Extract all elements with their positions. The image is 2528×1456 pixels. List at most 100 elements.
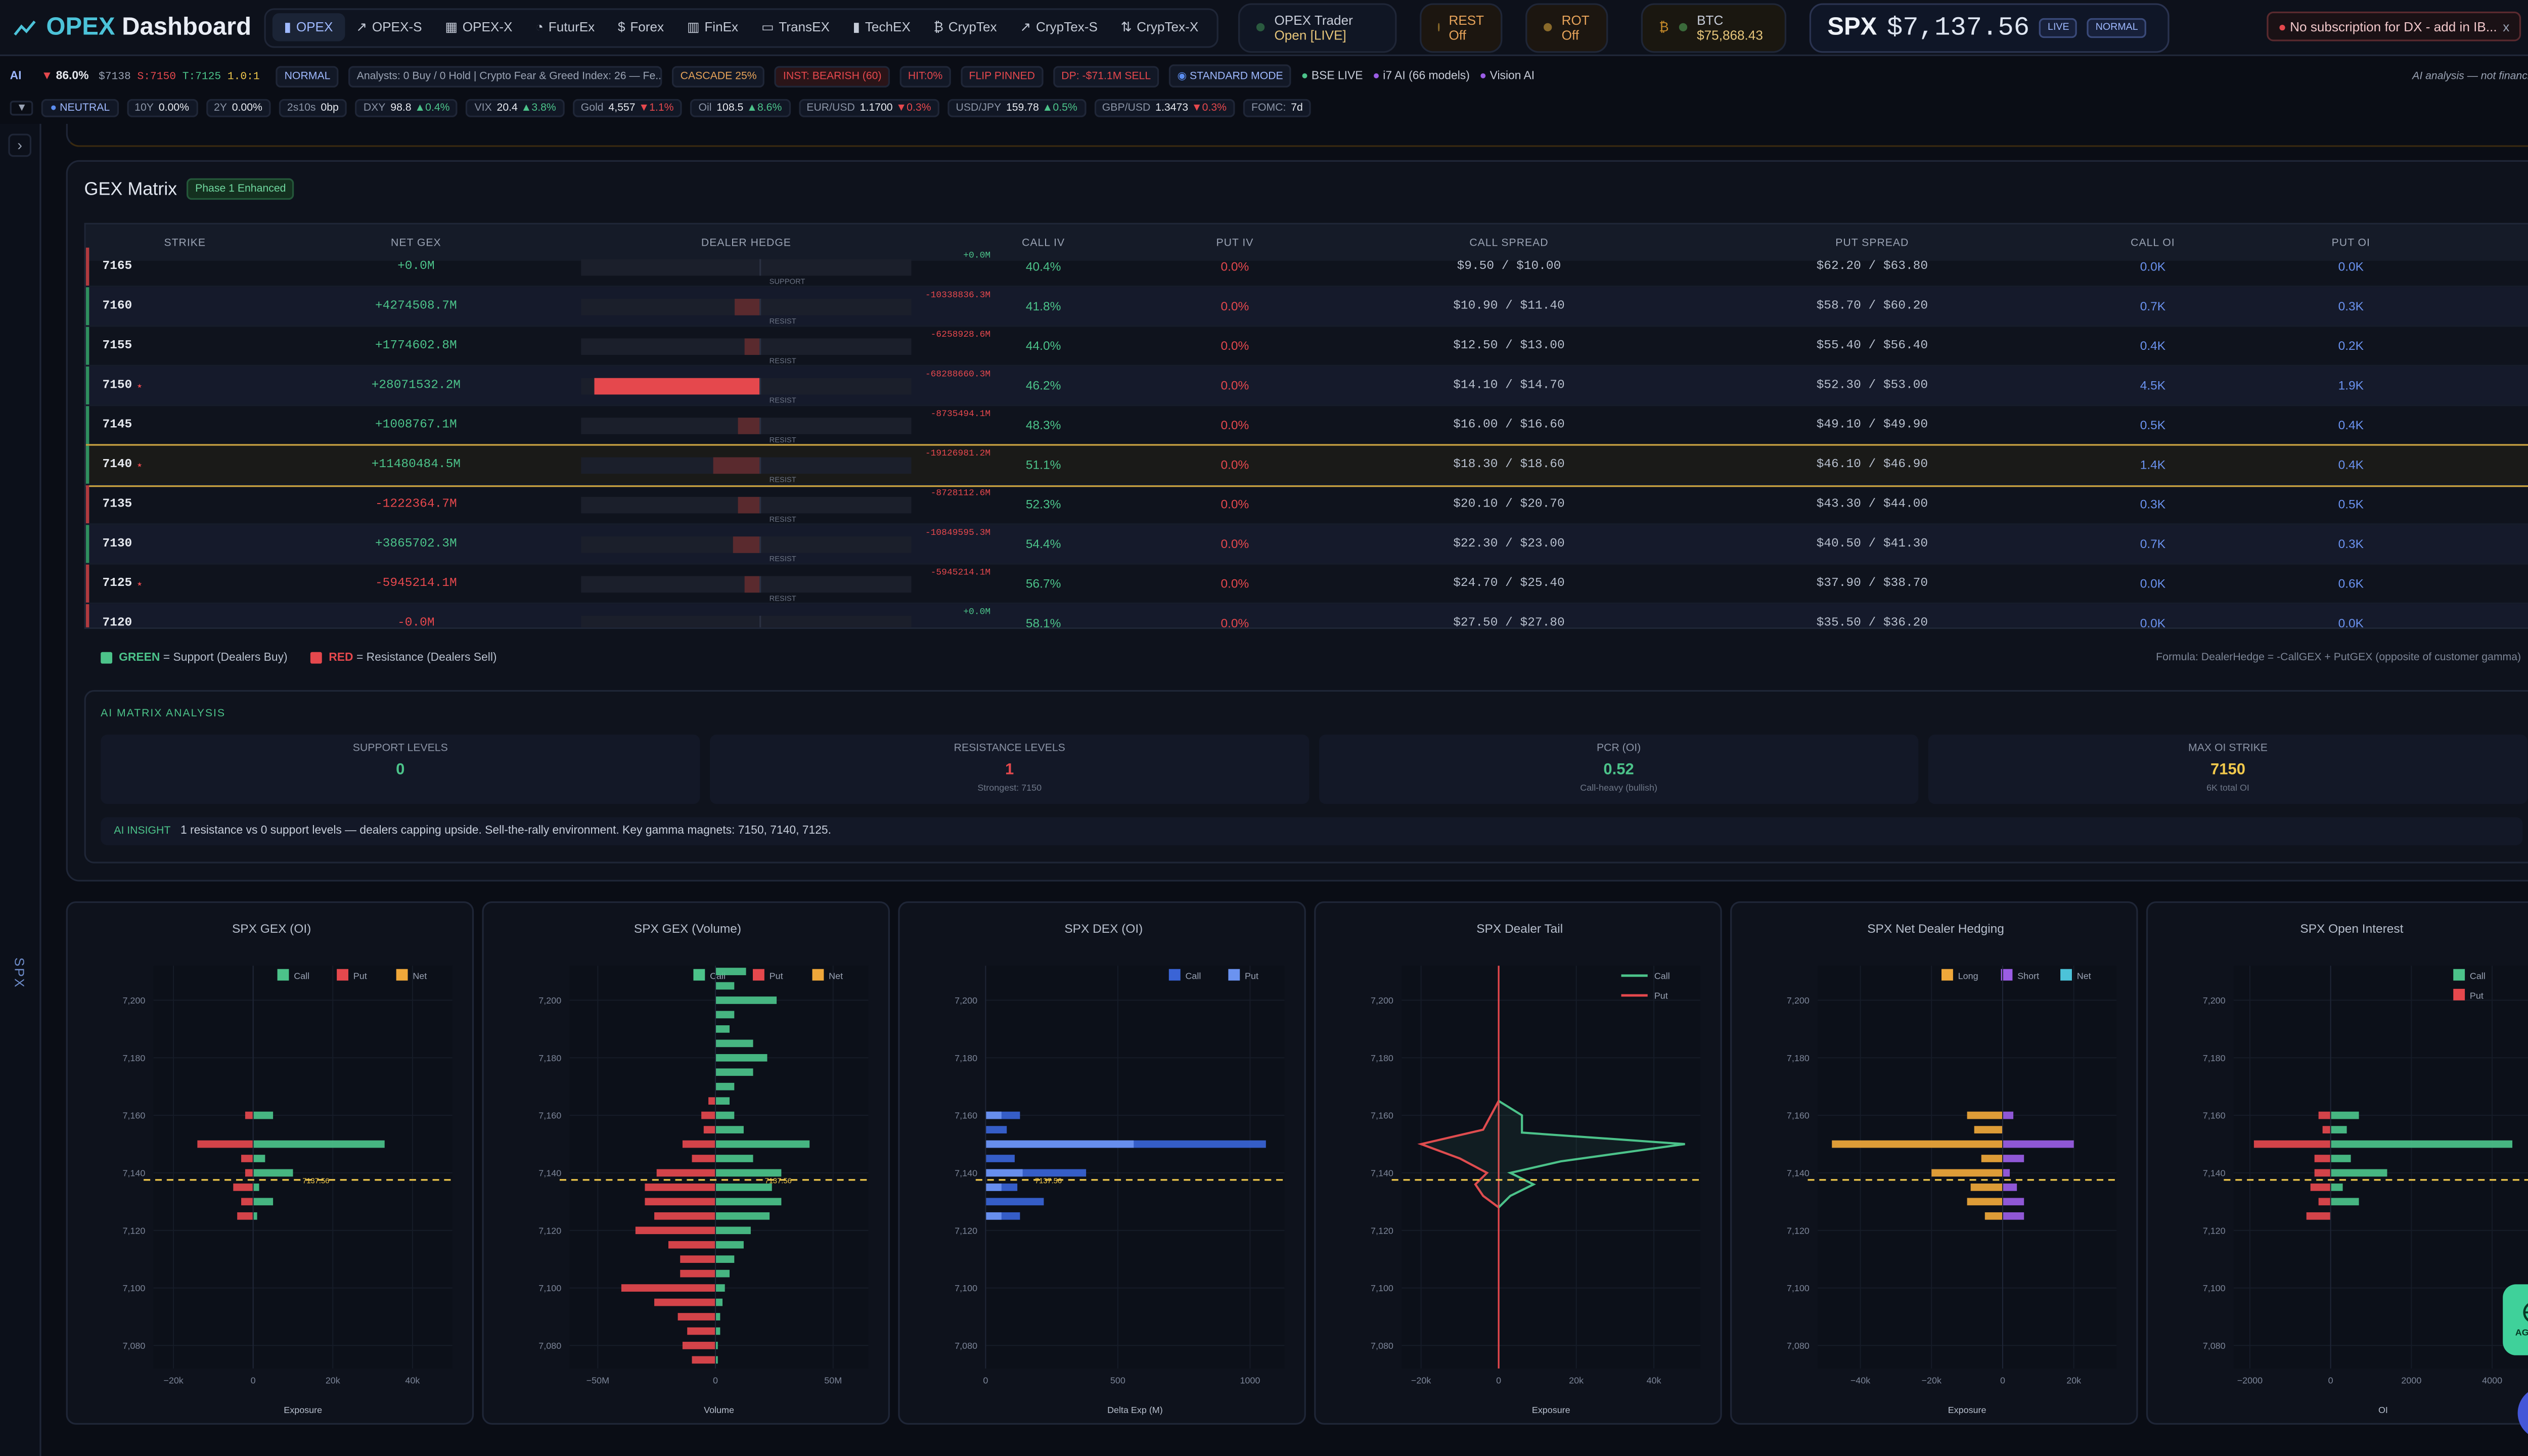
gex-row[interactable]: 7150 ★ +28071532.2M -68288660.3M RESIST 46.2%… [85, 366, 2528, 406]
col-header[interactable]: CALL OI [2131, 237, 2175, 249]
nav-tab-cryptex-x[interactable]: ⇅ CrypTex-X [1109, 13, 1210, 41]
chart-svg[interactable]: SPX GEX (Volume) 7,080 7,100 7,120 7,140 7,16… [484, 903, 892, 1426]
gex-row[interactable]: 7165 +0.0M +0.0M SUPPORT 40.4% 0.0% $9.50 / $1… [85, 247, 2528, 288]
stat-title: SUPPORT LEVELS [352, 743, 448, 755]
chart-title: SPX Open Interest [2300, 922, 2403, 936]
nav-tab-opex-x[interactable]: ▦ OPEX-X [433, 13, 524, 41]
ticker-item[interactable]: GBP/USD 1.3473 ▼0.3% [1094, 99, 1235, 117]
gex-row[interactable]: 7145 +1008767.1M -8735494.1M RESIST 48.3% 0.0… [85, 406, 2528, 446]
col-header[interactable]: STRIKE [164, 237, 206, 249]
ticker-item[interactable]: Oil 108.5 ▲8.6% [690, 99, 790, 117]
ticker-item[interactable]: 2Y 0.00% [205, 99, 271, 117]
put-spread-cell: $40.50 / $41.30 [1816, 537, 1928, 551]
nav-tab-cryptex[interactable]: ₿ CrypTex [922, 13, 1009, 41]
put-iv-cell: 0.0% [1221, 615, 1249, 629]
y-tick-label: 7,120 [1371, 1225, 1393, 1236]
col-header[interactable]: NET GEX [391, 237, 441, 249]
dealer-hedge-cell: -19126981.2M RESIST [548, 446, 990, 483]
dealer-hedge-cell: -68288660.3M RESIST [548, 368, 990, 403]
gex-table[interactable]: STRIKE NET GEX DEALER HEDGE CALL IV PUT IV CA… [84, 222, 2528, 629]
nav-tab-futurex[interactable]: ◔ FuturEx [524, 13, 606, 41]
rest-status[interactable]: REST Off [1419, 2, 1503, 52]
put-oi-cell: 0.3K [2338, 536, 2364, 552]
ticker-item[interactable]: 2s10s 0bp [279, 99, 347, 117]
stat-sub: Call-heavy (bullish) [1580, 784, 1658, 794]
legend-swatch [1228, 969, 1240, 981]
nav-tab-opex[interactable]: ▮ OPEX [272, 13, 345, 41]
chat-button[interactable] [2517, 1386, 2528, 1440]
spx-price-pill[interactable]: SPX $7,137.56 LIVE NORMAL [1809, 2, 2170, 52]
ticker-item[interactable]: EUR/USD 1.1700 ▼0.3% [798, 99, 939, 117]
darkpool-tag: DP: -$71.1M SELL [1053, 65, 1159, 87]
gex-row[interactable]: 7135 -1222364.7M -8728112.6M RESIST 52.3% 0.0… [85, 485, 2528, 525]
strike-value: 7160 [102, 299, 132, 313]
subscription-notice[interactable]: ● No subscription for DX - add in IB... … [2267, 11, 2521, 41]
close-icon[interactable]: x [2503, 19, 2510, 34]
hedge-fill [738, 496, 760, 513]
gex-row[interactable]: 7155 +1774602.8M -6258928.6M RESIST 44.0% 0.0… [85, 327, 2528, 367]
col-header[interactable]: PUT IV [1216, 237, 1254, 249]
nav-tab-finex[interactable]: ▥ FinEx [675, 13, 750, 41]
chart-svg[interactable]: SPX Dealer Tail 7,080 7,100 7,120 7,140 7,160… [1316, 903, 1724, 1426]
nav-tab-forex[interactable]: $ Forex [606, 13, 675, 41]
nav-tab-cryptex-s[interactable]: ↗ CrypTex-S [1008, 13, 1109, 41]
hedge-value: +0.0M [963, 248, 991, 260]
net-gex-cell: -0.0M [397, 616, 435, 629]
chart-svg[interactable]: SPX Open Interest 7,080 7,100 7,120 7,140 7,1… [2148, 903, 2528, 1426]
nav-tab-opex-s[interactable]: ↗ OPEX-S [344, 13, 433, 41]
ticker-item[interactable]: USD/JPY 159.78 ▲0.5% [947, 99, 1086, 117]
col-header[interactable]: DEALER HEDGE [701, 237, 791, 249]
put-oi-cell: 0.4K [2338, 418, 2364, 433]
ai-insight-label: AI INSIGHT [114, 825, 171, 837]
gex-row[interactable]: 7125 ★ -5945214.1M -5945214.1M RESIST 56.7% 0.… [85, 564, 2528, 605]
agents-button[interactable]: AGENTS [2503, 1284, 2528, 1355]
row-side-bar [85, 564, 89, 603]
chat-icon [2518, 1387, 2528, 1439]
opex-trader-status[interactable]: OPEX Trader Open [LIVE] [1238, 2, 1397, 52]
hedge-bar: -8728112.6M RESIST [581, 486, 990, 522]
status-dot-icon [1679, 23, 1687, 32]
gex-row[interactable]: 7130 +3865702.3M -10849595.3M RESIST 54.4% 0.… [85, 525, 2528, 565]
x-tick-label: 2000 [2401, 1375, 2421, 1385]
btc-price-pill[interactable]: ₿ BTC $75,868.43 [1641, 2, 1786, 52]
ticker-item[interactable]: DXY 98.8 ▲0.4% [355, 99, 458, 117]
star-icon: ★ [137, 578, 142, 589]
col-header[interactable]: PUT OI [2331, 237, 2370, 249]
legend-swatch [2001, 969, 2013, 981]
ticker-item[interactable]: ● NEUTRAL [42, 99, 118, 117]
gex-row[interactable]: 7140 ★ +11480484.5M -19126981.2M RESIST 51.1%… [85, 444, 2528, 487]
y-tick-label: 7,100 [122, 1283, 145, 1293]
chart-svg[interactable]: SPX Net Dealer Hedging 7,080 7,100 7,120 7,1… [1732, 903, 2140, 1426]
analysts-tag[interactable]: Analysts: 0 Buy / 0 Hold | Crypto Fear &… [348, 65, 662, 87]
hedge-fill [594, 377, 760, 394]
nav-tab-transex[interactable]: ▭ TransEX [750, 13, 841, 41]
put-iv-cell: 0.0% [1221, 378, 1249, 393]
chart-svg[interactable]: SPX GEX (OI) 7,080 7,100 7,120 7,140 7,160 7,1… [68, 903, 476, 1426]
hedge-value: -10849595.3M [925, 525, 991, 537]
ticker-item[interactable]: FOMC: 7d [1243, 99, 1312, 117]
row-side-bar [85, 485, 89, 524]
ticker-item[interactable]: Gold 4,557 ▼1.1% [572, 99, 682, 117]
bar-put [241, 1155, 253, 1162]
nav-tab-techex[interactable]: ▮ TechEX [841, 13, 922, 41]
y-tick-label: 7,160 [2203, 1111, 2226, 1121]
chevron-right-icon[interactable]: › [8, 133, 32, 157]
gex-row[interactable]: 7160 +4274508.7M -10338836.3M RESIST 41.8% 0.… [85, 287, 2528, 327]
stat-sub: 6K total OI [2206, 784, 2249, 794]
ticker-item[interactable]: VIX 20.4 ▲3.8% [466, 99, 565, 117]
brand[interactable]: OPEX Dashboard [0, 13, 264, 41]
col-header[interactable]: CALL SPREAD [1469, 237, 1549, 249]
rot-status[interactable]: ROT Off [1525, 2, 1608, 52]
ticker-item[interactable]: 10Y 0.00% [126, 99, 198, 117]
collapse-icon[interactable]: ▼ [10, 101, 34, 116]
btc-label: BTC [1697, 12, 1724, 27]
hedge-value: -19126981.2M [925, 446, 991, 459]
bar-call [715, 1097, 730, 1105]
ticker-change: ▼0.3% [896, 102, 931, 114]
chart-svg[interactable]: SPX DEX (OI) 7,080 7,100 7,120 7,140 7,160 7,1… [900, 903, 1308, 1426]
put-spread-cell: $62.20 / $63.80 [1816, 260, 1928, 274]
col-header[interactable]: PUT SPREAD [1835, 237, 1909, 249]
gex-row[interactable]: 7120 -0.0M +0.0M 58.1% 0.0% $27.50 / $27.80 $3… [85, 604, 2528, 629]
col-header[interactable]: CALL IV [1022, 237, 1065, 249]
legend-label: Put [353, 971, 367, 981]
